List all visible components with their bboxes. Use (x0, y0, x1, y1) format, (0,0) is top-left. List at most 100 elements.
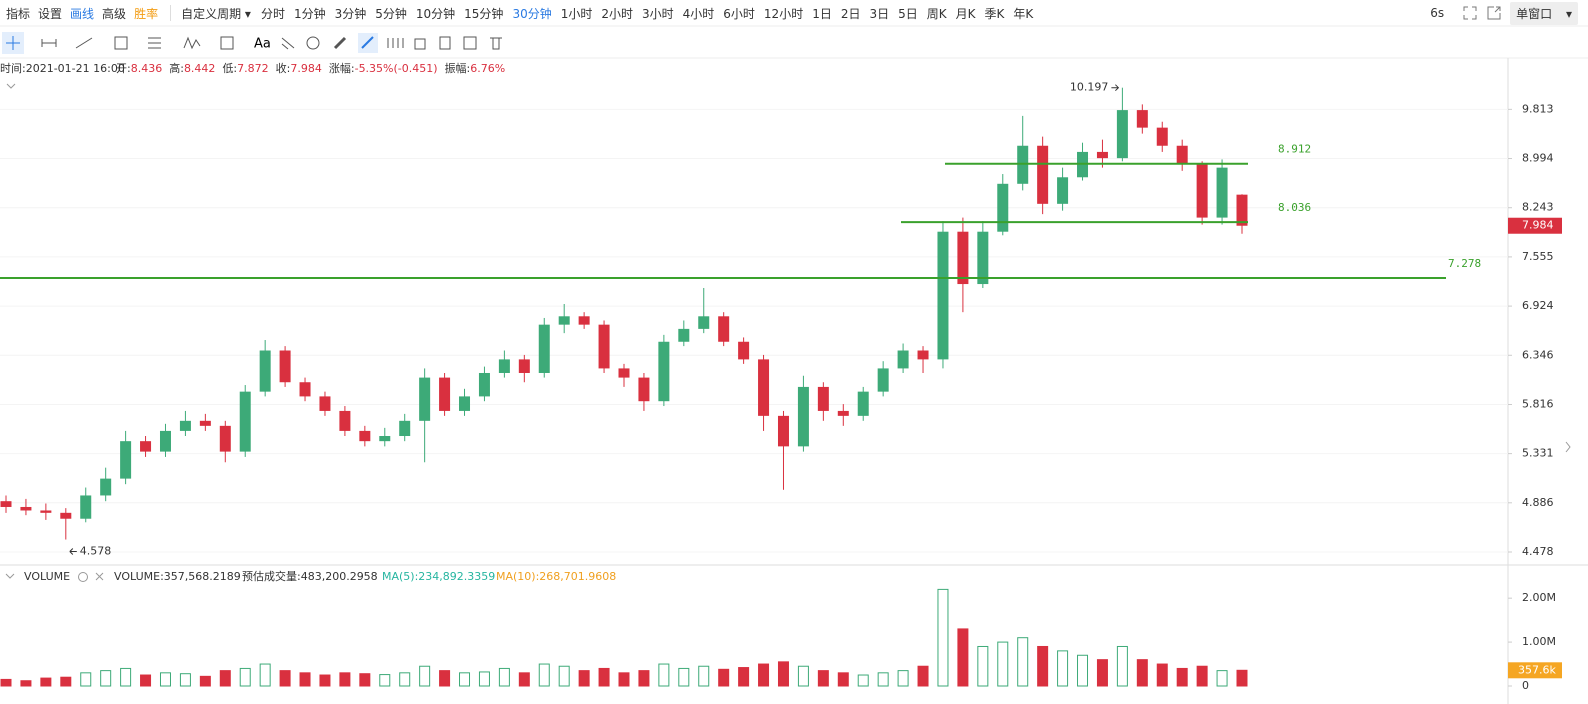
toolbar-item[interactable]: 高级 (102, 6, 127, 21)
toolbar-item[interactable]: 胜率 (134, 6, 159, 21)
period-item[interactable]: 15分钟 (464, 6, 504, 21)
delete-tool[interactable] (490, 37, 502, 50)
volume-bar (738, 667, 750, 687)
period-item[interactable]: 10分钟 (415, 6, 456, 21)
period-item[interactable]: 季K (984, 6, 1005, 21)
period-item[interactable]: 1小时 (560, 6, 593, 21)
volume-bar (478, 671, 490, 687)
period-item[interactable]: 5分钟 (375, 6, 407, 21)
period-item[interactable]: 1分钟 (293, 6, 326, 21)
candle-body (419, 377, 431, 421)
candle-body (1116, 110, 1128, 159)
trend-tool[interactable] (75, 37, 93, 49)
candle-body (538, 324, 550, 373)
candle-body (638, 377, 650, 402)
candle-body (1057, 177, 1069, 204)
candle-body (518, 359, 530, 373)
period-item[interactable]: 1日 (812, 6, 832, 21)
wave-tool[interactable] (183, 36, 201, 50)
toolbar-item[interactable]: 指标 (6, 6, 31, 21)
toolbar-item[interactable]: 画线 (70, 6, 95, 21)
candle-body (797, 386, 809, 447)
period-item[interactable]: 3小时 (642, 6, 674, 21)
period-item[interactable]: 12小时 (763, 6, 804, 21)
volume-bar (100, 670, 112, 687)
period-list: 分时 1分钟 3分钟 5分钟 10分钟 15分钟 30分钟 1小时 2小时 3小时 4小时 6小时 12… (261, 5, 1042, 22)
period-item[interactable]: 分时 (260, 6, 285, 21)
magnet-tool[interactable] (306, 36, 320, 50)
volume-bar (1037, 645, 1049, 687)
volume-bar (797, 665, 809, 687)
custom-period-label[interactable]: 自定义周期 (181, 6, 242, 21)
volume-header: VOLUME VOLUME:357,568.2189 预估成交量:483,200… (5, 569, 616, 583)
period-item[interactable]: 3分钟 (334, 6, 367, 21)
crosshair-tool[interactable] (6, 36, 20, 50)
ruler-tool[interactable] (333, 36, 347, 50)
candle-body (199, 420, 211, 426)
candle-body (399, 420, 411, 437)
candle-body (1037, 145, 1049, 204)
high-annotation: 10.197 (1070, 81, 1109, 94)
settings-icon[interactable] (78, 572, 88, 582)
info-label: 开: (116, 62, 131, 75)
window-label[interactable]: 单窗口 (1516, 6, 1553, 21)
volume-bar (598, 667, 610, 687)
channel-tool[interactable] (148, 37, 161, 49)
custom-period[interactable]: 自定义周期 ▾ (181, 6, 251, 21)
candle-body (159, 430, 171, 452)
lock-tool[interactable] (414, 38, 426, 50)
refresh-interval[interactable]: 6s (1430, 6, 1445, 20)
period-item[interactable]: 5日 (898, 6, 918, 21)
period-item[interactable]: 年K (1013, 6, 1034, 21)
window-select[interactable]: 单窗口 ▾ (1510, 1, 1578, 25)
candle-body (1156, 127, 1168, 146)
volume-bar (439, 670, 451, 687)
period-item[interactable]: 月K (955, 6, 976, 21)
candle-body (459, 396, 471, 411)
arrow (1111, 84, 1120, 92)
volume-bar (1017, 637, 1029, 687)
volume-info: VOLUME:357,568.2189 (114, 570, 241, 583)
period-item[interactable]: 周K (926, 6, 947, 21)
close-icon[interactable] (95, 572, 104, 581)
period-item[interactable]: 6小时 (723, 6, 755, 21)
rect-tool[interactable] (114, 36, 128, 50)
estimate-info: 预估成交量:483,200.2958 (242, 569, 378, 583)
candle-body (60, 512, 72, 519)
toolbar-right: 6s 单窗口 ▾ (1430, 0, 1588, 26)
period-item[interactable]: 2小时 (601, 6, 633, 21)
toolbar-item[interactable]: 设置 (38, 6, 63, 21)
period-item[interactable]: 30分钟 (512, 6, 552, 21)
volume-bar (538, 663, 550, 687)
candle-body (977, 231, 989, 285)
draw-tool[interactable] (361, 36, 374, 49)
candle-body (698, 316, 710, 329)
volume-bar (618, 672, 630, 687)
price-line-label: 8.036 (1278, 201, 1311, 214)
period-item[interactable]: 2日 (840, 6, 861, 21)
fullscreen-icon[interactable] (1462, 5, 1478, 21)
volume-bar (259, 663, 271, 687)
hline-tool[interactable] (41, 39, 57, 47)
collapse-icon[interactable] (5, 573, 15, 579)
candle-body (498, 359, 510, 373)
candle-body (1176, 145, 1188, 165)
candle-body (259, 350, 271, 392)
volume-bar (459, 672, 471, 687)
bars-tool[interactable] (387, 38, 404, 48)
volume-bar (718, 668, 730, 687)
period-item[interactable]: 4小时 (682, 6, 715, 21)
copy-tool[interactable] (439, 36, 451, 50)
text-tool[interactable]: Aa (254, 37, 271, 52)
period-item[interactable]: 3日 (869, 6, 890, 21)
collapse-icon[interactable] (6, 83, 16, 89)
candle-body (478, 372, 490, 397)
expand-icon[interactable] (1565, 441, 1571, 453)
popout-icon[interactable] (1486, 5, 1502, 21)
candle-body (837, 410, 849, 416)
screenshot-tool[interactable] (463, 36, 477, 50)
fib-tool[interactable] (281, 37, 295, 50)
measure-tool[interactable] (220, 36, 234, 50)
info-value: 8.436 (131, 62, 163, 75)
